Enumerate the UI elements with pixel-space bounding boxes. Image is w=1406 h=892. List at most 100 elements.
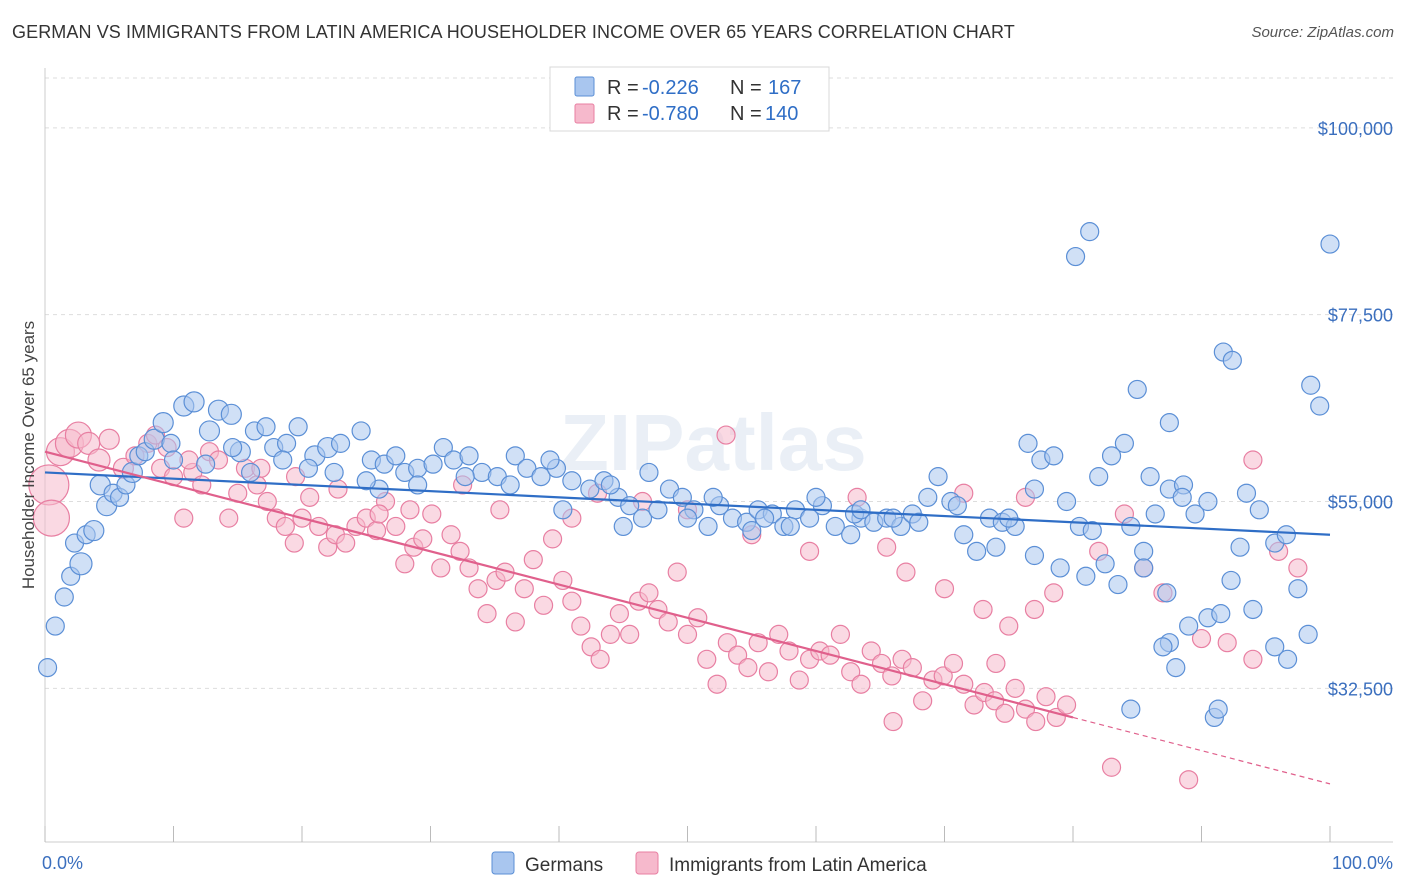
- chart-source: Source: ZipAtlas.com: [1251, 24, 1394, 41]
- immigrants-point-43: [450, 541, 470, 561]
- immigrants-point-75: [758, 662, 779, 682]
- germans-point-47: [531, 467, 551, 487]
- grid-lines: [45, 77, 1393, 689]
- immigrants-point-111: [369, 504, 389, 524]
- germans-point-40: [433, 437, 453, 458]
- axes: [44, 68, 1393, 843]
- immigrants-point-90: [913, 691, 933, 711]
- immigrants-point-60: [609, 604, 629, 624]
- germans-point-106: [1301, 375, 1321, 395]
- immigrants-point-72: [728, 645, 748, 665]
- legend-box: [549, 66, 830, 132]
- germans-point-124: [1277, 649, 1298, 669]
- germans-point-122: [1243, 599, 1263, 620]
- germans-point-36: [386, 446, 406, 466]
- germans-point-135: [883, 508, 903, 528]
- immigrants-point-82: [830, 624, 851, 644]
- germans-point-119: [1211, 604, 1231, 624]
- germans-point-1: [45, 616, 65, 636]
- chart-title: GERMAN VS IMMIGRANTS FROM LATIN AMERICA …: [12, 22, 1015, 42]
- immigrants-point-45: [468, 579, 488, 599]
- germans-point-109: [1080, 222, 1100, 242]
- immigrants-point-124: [934, 579, 955, 599]
- germans-point-57: [672, 487, 692, 507]
- germans-point-168: [1208, 699, 1228, 719]
- germans-point-101: [1236, 483, 1257, 503]
- immigrants-point-85: [861, 641, 881, 661]
- immigrants-point-40: [422, 504, 442, 524]
- germans-point-5: [69, 552, 93, 576]
- immigrants-point-130: [1044, 583, 1064, 603]
- germans-point-100: [1222, 350, 1242, 370]
- immigrants-point-101: [1026, 711, 1046, 732]
- germans-point-55: [648, 500, 668, 520]
- immigrants-point-13: [174, 508, 194, 528]
- germans-point-161: [196, 454, 216, 474]
- germans-point-127: [1320, 234, 1340, 254]
- immigrants-point-95: [964, 695, 984, 715]
- immigrants-point-112: [400, 500, 420, 520]
- immigrants-point-137: [1243, 649, 1263, 669]
- immigrants-point-69: [697, 649, 717, 669]
- germans-point-84: [1018, 433, 1038, 453]
- germans-point-144: [1166, 658, 1186, 678]
- germans-point-45: [505, 446, 525, 466]
- legend-n-label-germans: N =: [730, 77, 762, 99]
- immigrants-point-71: [717, 633, 737, 653]
- bottom-legend-swatch-germans: [491, 851, 515, 875]
- legend-n-label-immigrants: N =: [730, 103, 762, 125]
- immigrants-point-22: [257, 491, 277, 512]
- immigrants-point-126: [973, 599, 993, 620]
- germans-point-98: [1198, 491, 1218, 512]
- germans-point-166: [1050, 558, 1070, 578]
- immigrants-point-145: [1179, 770, 1199, 790]
- germans-point-157: [298, 458, 319, 478]
- watermark: ZIPatlas: [560, 398, 867, 487]
- y-axis-title: Householder Income Over 65 years: [19, 321, 38, 589]
- germans-point-108: [1065, 246, 1086, 267]
- legend-n-value-immigrants: 140: [765, 103, 798, 125]
- x-tick-label-100: 100.0%: [1332, 853, 1393, 873]
- germans-point-164: [1024, 479, 1045, 499]
- immigrants-point-56: [571, 616, 591, 636]
- bottom-legend-germans: Germans: [525, 855, 603, 876]
- immigrants-point-27: [300, 487, 320, 507]
- immigrants-point-7: [98, 428, 120, 450]
- immigrants-point-6: [87, 448, 111, 472]
- germans-point-111: [1127, 379, 1147, 400]
- germans-point-115: [1134, 558, 1154, 578]
- legend-r-label-germans: R =: [607, 77, 639, 99]
- immigrants-point-37: [395, 554, 415, 574]
- germans-point-143: [1157, 583, 1177, 603]
- trend-lines: [44, 450, 1331, 785]
- germans-point-121: [1230, 537, 1250, 557]
- germans-point-136: [909, 512, 929, 532]
- germans-point-151: [500, 475, 520, 495]
- legend-r-value-germans: -0.226: [642, 77, 699, 99]
- immigrants-point-59: [600, 624, 621, 644]
- germans-point-120: [1221, 570, 1241, 591]
- germans-point-145: [851, 500, 871, 520]
- immigrants-point-46: [477, 604, 497, 624]
- germans-point-112: [1140, 467, 1160, 487]
- legend-r-value-immigrants: -0.780: [642, 103, 699, 125]
- series-immigrants-points: [28, 421, 1308, 790]
- immigrants-point-49: [505, 612, 525, 632]
- immigrants-point-36: [386, 516, 406, 537]
- legend: R = -0.226 N = 167 R = -0.780 N = 140: [549, 66, 830, 132]
- immigrants-point-18: [219, 508, 239, 528]
- bottom-legend: Germans Immigrants from Latin America: [491, 851, 927, 876]
- immigrants-point-123: [896, 562, 916, 582]
- immigrants-point-86: [871, 653, 892, 674]
- immigrants-point-142: [883, 711, 903, 732]
- immigrants-point-70: [707, 674, 727, 694]
- immigrants-point-84: [851, 674, 871, 694]
- immigrants-point-135: [1191, 628, 1212, 649]
- germans-point-42: [459, 446, 479, 466]
- immigrants-point-58: [590, 649, 610, 669]
- germans-point-114: [1172, 487, 1192, 507]
- immigrants-point-78: [789, 670, 809, 690]
- germans-point-91: [1108, 574, 1128, 595]
- immigrants-point-53: [542, 529, 563, 549]
- immigrants-point-66: [667, 562, 687, 582]
